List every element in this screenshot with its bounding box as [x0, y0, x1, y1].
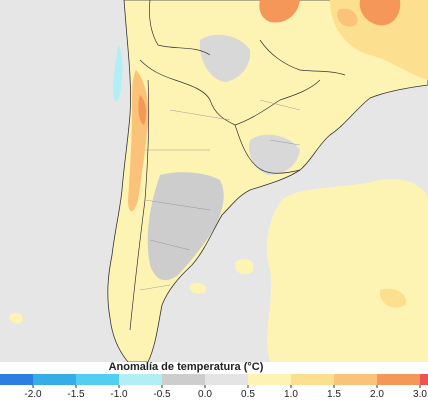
ocean-anomaly [266, 179, 428, 362]
land-anomaly [337, 8, 358, 27]
color-bin [119, 374, 162, 385]
land-anomaly [249, 134, 300, 175]
colorbar: -2.0 -1.5 -1.0 -0.5 0.0 0.5 1.0 1.5 2.0 3.0 [0, 374, 428, 400]
land-anomaly [113, 45, 123, 102]
color-bin [248, 374, 291, 385]
tick-label: 1.0 [284, 389, 298, 400]
land-anomaly [199, 34, 251, 82]
color-bin [377, 374, 420, 385]
color-bin [76, 374, 119, 385]
tick-label: 0.0 [198, 389, 212, 400]
tick-label: 0.5 [241, 389, 255, 400]
ocean-anomaly [9, 312, 23, 324]
colorbar-title: Anomalía de temperatura (°C) [109, 361, 264, 373]
ocean-anomaly [235, 259, 254, 275]
land [107, 0, 428, 363]
color-bin [162, 374, 205, 385]
color-bin [0, 374, 33, 385]
land-anomaly [147, 172, 224, 281]
land-anomaly [259, 0, 300, 23]
color-bin [33, 374, 76, 385]
color-bin [420, 374, 428, 385]
color-bin [291, 374, 334, 385]
map [0, 0, 428, 363]
tick-label: -2.0 [24, 389, 42, 400]
land-anomaly [138, 95, 147, 125]
tick-label: 3.0 [413, 389, 427, 400]
color-bin [205, 374, 248, 385]
color-bin [334, 374, 377, 385]
ocean-anomaly [189, 282, 207, 294]
tick-label: 2.0 [370, 389, 384, 400]
tick-label: 1.5 [327, 389, 341, 400]
tick-label: -1.0 [110, 389, 128, 400]
ocean-anomaly [379, 288, 406, 308]
provinces [139, 99, 301, 291]
tick-label: -0.5 [153, 389, 171, 400]
land-anomaly [359, 0, 401, 26]
tick-label: -1.5 [67, 389, 85, 400]
